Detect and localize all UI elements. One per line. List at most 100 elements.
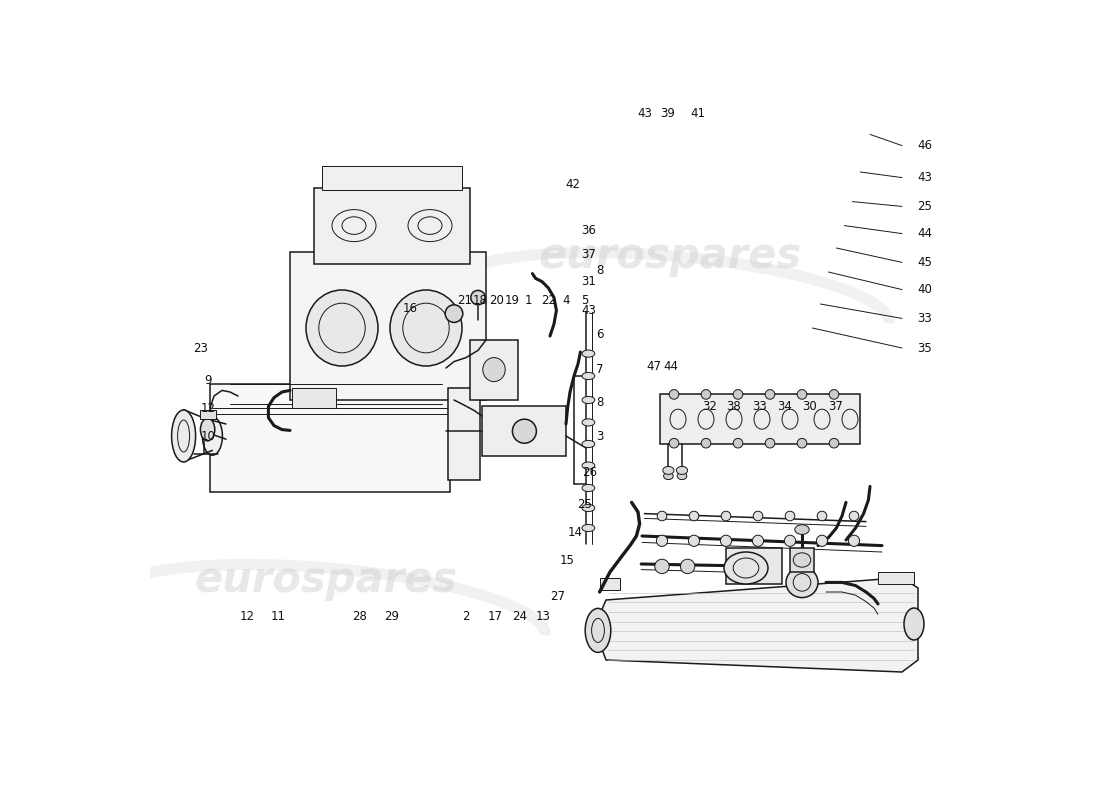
Ellipse shape <box>582 372 595 380</box>
Text: 11: 11 <box>271 610 286 622</box>
Text: 45: 45 <box>917 256 932 269</box>
Circle shape <box>669 390 679 399</box>
Ellipse shape <box>793 553 811 567</box>
Text: 22: 22 <box>541 294 556 306</box>
Text: 27: 27 <box>550 590 565 602</box>
Text: eurospares: eurospares <box>195 559 458 601</box>
Bar <box>878 572 914 584</box>
Bar <box>660 394 860 444</box>
Bar <box>448 388 480 480</box>
Text: 6: 6 <box>596 328 603 341</box>
Text: 43: 43 <box>917 171 932 184</box>
Text: 28: 28 <box>352 610 367 622</box>
Ellipse shape <box>795 525 810 534</box>
Ellipse shape <box>582 419 595 426</box>
Ellipse shape <box>654 559 669 574</box>
Ellipse shape <box>786 567 818 598</box>
Text: 25: 25 <box>917 200 932 213</box>
Ellipse shape <box>202 417 222 455</box>
Circle shape <box>701 390 711 399</box>
Text: 46: 46 <box>917 139 932 152</box>
Text: 24: 24 <box>513 610 527 622</box>
Bar <box>314 188 470 264</box>
Text: 44: 44 <box>917 227 932 240</box>
Text: 47: 47 <box>647 360 661 373</box>
Text: 26: 26 <box>583 466 597 479</box>
Text: 30: 30 <box>803 400 817 413</box>
Text: 34: 34 <box>777 400 792 413</box>
Ellipse shape <box>817 511 827 521</box>
Ellipse shape <box>172 410 196 462</box>
Text: 7: 7 <box>596 363 603 376</box>
Text: 44: 44 <box>663 360 679 373</box>
Text: 17: 17 <box>488 610 503 622</box>
Text: 8: 8 <box>596 264 603 277</box>
Ellipse shape <box>904 608 924 640</box>
Ellipse shape <box>816 535 827 546</box>
Bar <box>293 388 337 408</box>
Circle shape <box>766 390 774 399</box>
Ellipse shape <box>582 504 595 512</box>
Ellipse shape <box>390 290 462 366</box>
Text: 42: 42 <box>565 178 580 190</box>
Ellipse shape <box>483 358 505 382</box>
Text: 23: 23 <box>192 342 208 354</box>
Text: 21: 21 <box>456 294 472 306</box>
Circle shape <box>734 390 742 399</box>
Text: 33: 33 <box>917 312 932 325</box>
Ellipse shape <box>657 511 667 521</box>
Ellipse shape <box>724 552 768 584</box>
Ellipse shape <box>722 511 730 521</box>
Text: 43: 43 <box>581 304 596 317</box>
Text: 4: 4 <box>562 294 570 306</box>
Ellipse shape <box>585 608 611 653</box>
Ellipse shape <box>849 511 859 521</box>
Text: 25: 25 <box>578 498 592 510</box>
Ellipse shape <box>754 511 762 521</box>
Circle shape <box>798 390 806 399</box>
Text: 43: 43 <box>637 107 652 120</box>
Text: 41: 41 <box>691 107 705 120</box>
Ellipse shape <box>306 290 378 366</box>
Text: 18: 18 <box>473 294 487 306</box>
Ellipse shape <box>678 472 686 480</box>
Ellipse shape <box>582 396 595 403</box>
Text: 39: 39 <box>660 107 675 120</box>
Circle shape <box>734 438 742 448</box>
Bar <box>199 410 216 419</box>
Text: 19: 19 <box>505 294 520 306</box>
Text: 14: 14 <box>568 526 583 538</box>
Text: 15: 15 <box>560 554 575 566</box>
Ellipse shape <box>689 535 700 546</box>
Text: eurospares: eurospares <box>538 235 802 277</box>
Text: 13: 13 <box>536 610 551 622</box>
Text: 32: 32 <box>703 400 717 413</box>
Text: 3: 3 <box>596 430 603 442</box>
Text: 20: 20 <box>490 294 504 306</box>
Text: 33: 33 <box>752 400 767 413</box>
Bar <box>790 548 814 572</box>
Text: 12: 12 <box>201 402 216 414</box>
Ellipse shape <box>582 484 595 491</box>
Circle shape <box>766 438 774 448</box>
Ellipse shape <box>848 535 859 546</box>
Bar <box>601 578 620 590</box>
Ellipse shape <box>582 525 595 532</box>
Circle shape <box>701 438 711 448</box>
Circle shape <box>798 438 806 448</box>
Ellipse shape <box>657 535 668 546</box>
Polygon shape <box>594 578 918 672</box>
Bar <box>290 252 486 400</box>
Ellipse shape <box>663 472 673 480</box>
Ellipse shape <box>582 350 595 357</box>
Text: 8: 8 <box>596 396 603 409</box>
Bar <box>210 384 450 492</box>
Bar <box>482 406 566 456</box>
Bar <box>322 166 462 190</box>
Ellipse shape <box>676 466 688 474</box>
Text: 12: 12 <box>240 610 255 622</box>
Ellipse shape <box>784 535 795 546</box>
Circle shape <box>829 438 839 448</box>
Ellipse shape <box>200 418 214 441</box>
Ellipse shape <box>690 511 698 521</box>
